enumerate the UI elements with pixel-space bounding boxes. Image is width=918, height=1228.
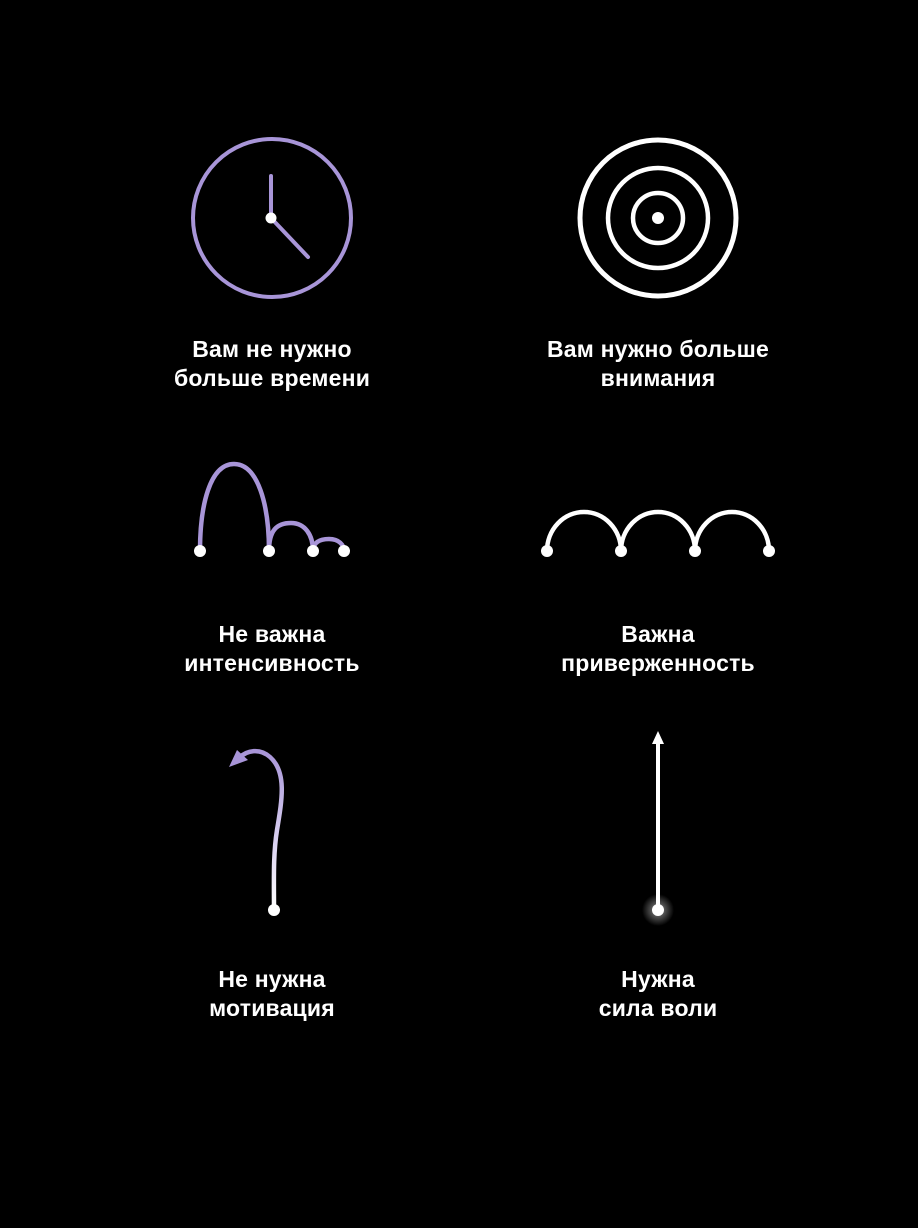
caption-time: Вам не нужно больше времени xyxy=(92,335,452,393)
caption-line: интенсивность xyxy=(184,650,360,676)
caption-line: мотивация xyxy=(209,995,335,1021)
card-time: Вам не нужно больше времени xyxy=(92,130,452,400)
clock-icon xyxy=(191,137,353,299)
card-intensity: Не важна интенсивность xyxy=(92,450,452,680)
curved-arrow-icon xyxy=(229,748,284,916)
card-commitment: Важна приверженность xyxy=(478,450,838,680)
caption-line: Вам не нужно xyxy=(192,336,352,362)
caption-line: Не важна xyxy=(218,621,326,647)
card-motivation: Не нужна мотивация xyxy=(92,720,452,1040)
caption-line: сила воли xyxy=(598,995,718,1021)
card-willpower: Нужна сила воли xyxy=(478,720,838,1040)
caption-attention: Вам нужно больше внимания xyxy=(478,335,838,393)
caption-line: больше времени xyxy=(173,365,371,391)
caption-motivation: Не нужна мотивация xyxy=(92,965,452,1023)
caption-commitment: Важна приверженность xyxy=(478,620,838,678)
target-icon xyxy=(577,137,739,299)
card-attention: Вам нужно больше внимания xyxy=(478,130,838,400)
steady-arcs-icon xyxy=(541,509,775,557)
caption-line: приверженность xyxy=(561,650,755,676)
straight-arrow-icon xyxy=(642,731,674,926)
caption-line: Вам нужно больше xyxy=(546,336,769,362)
caption-line: Важна xyxy=(621,621,695,647)
caption-line: внимания xyxy=(600,365,716,391)
caption-willpower: Нужна сила воли xyxy=(478,965,838,1023)
caption-line: Не нужна xyxy=(218,966,326,992)
caption-line: Нужна xyxy=(621,966,695,992)
decaying-bounce-icon xyxy=(194,461,350,557)
caption-intensity: Не важна интенсивность xyxy=(92,620,452,678)
